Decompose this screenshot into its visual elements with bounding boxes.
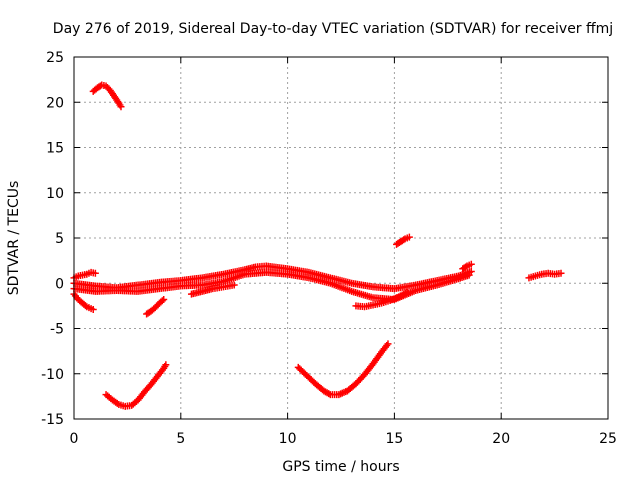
x-tick-label: 25 [599,431,617,447]
x-tick-label: 15 [385,431,403,447]
data-point [467,260,475,268]
plot-frame [73,56,609,420]
series-segment-18h-end [459,260,475,273]
data-point [384,340,392,348]
data-point [400,236,408,244]
series-short-dip [143,296,168,318]
y-tick-label: 25 [46,50,64,66]
y-tick-label: 15 [46,141,64,157]
data-point [158,297,166,305]
data-point [467,267,475,275]
series-segment-15-16h [393,233,413,248]
series-early-high-arc [89,81,125,111]
y-tick-label: -10 [41,367,64,383]
data-point [162,361,170,369]
x-tick-label: 20 [492,431,510,447]
data-point [230,281,238,289]
y-tick-label: -5 [50,322,64,338]
x-tick-label: 0 [70,431,79,447]
data-point [91,269,99,277]
series-early-up-branch [70,268,99,282]
y-axis-label: SDTVAR / TECUs [6,181,22,296]
series-segment-13-15h [352,288,411,311]
x-axis-label: GPS time / hours [282,459,399,475]
series-low-arc-2 [294,340,392,399]
data-point [403,288,411,296]
y-tick-label: 10 [46,186,64,202]
data-layer [70,81,565,410]
y-tick-label: 5 [55,231,64,247]
x-tick-label: 5 [176,431,185,447]
y-tick-label: 20 [46,95,64,111]
grid [74,57,608,419]
data-point [160,296,168,304]
data-point [405,233,413,241]
y-tick-label: 0 [55,276,64,292]
chart-title: Day 276 of 2019, Sidereal Day-to-day VTE… [53,21,613,37]
series-main-band-lower [70,268,473,304]
series-low-arc-1 [102,361,170,410]
data-point [465,271,473,279]
series-segment-5-7h [187,281,238,298]
y-tick-label: -15 [41,412,64,428]
x-tick-label: 10 [279,431,297,447]
axes: 0 5 10 15 20 25 -15 -10 -5 0 5 10 15 20 25 [41,50,617,447]
data-point [89,305,97,313]
data-point [462,263,470,271]
data-point [557,269,565,277]
data-point [117,103,125,111]
series-main-band-upper [70,262,475,293]
series-segment-21-23h [525,269,565,282]
data-point [81,302,89,310]
